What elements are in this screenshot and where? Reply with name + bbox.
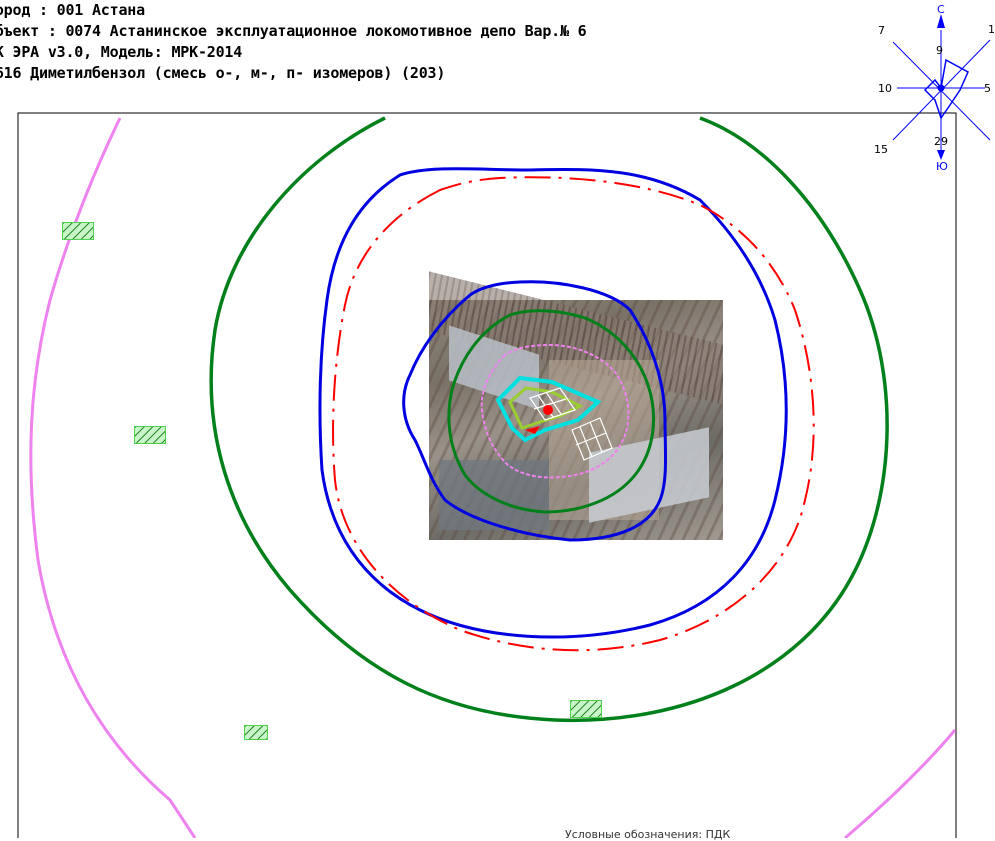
contour-cyan xyxy=(495,375,602,443)
software-label: ПК ЭРА v3.0, Модель: МРК-2014 xyxy=(0,43,243,61)
wind-rose xyxy=(892,14,991,160)
rose-label-e: 5 xyxy=(984,82,991,95)
city-label: Город : 001 Астана xyxy=(0,1,145,19)
rose-south-label: Ю xyxy=(936,160,948,173)
source-marker-red xyxy=(525,426,540,434)
rose-label-sw: 15 xyxy=(874,143,888,156)
contour-pink-inner xyxy=(480,343,630,479)
rose-label-n: 9 xyxy=(936,44,943,57)
contour-pink-outer-right xyxy=(844,729,957,838)
contour-red-dashed xyxy=(332,176,815,652)
rose-label-ne: 1 xyxy=(988,23,995,36)
substance-label: 0616 Диметилбензол (смесь о-, м-, п- изо… xyxy=(0,64,446,82)
rose-label-nw: 7 xyxy=(878,24,885,37)
map-frame xyxy=(17,112,957,838)
hatch-marker xyxy=(570,700,602,718)
rose-label-w: 10 xyxy=(878,82,892,95)
map-header: Город : 001 Астана Объект : 0074 Астанин… xyxy=(0,0,860,84)
rose-north-label: С xyxy=(937,3,945,16)
rose-label-s: 29 xyxy=(934,135,948,148)
hatch-marker xyxy=(62,222,94,240)
contour-lime xyxy=(508,386,584,430)
legend-caption: Условные обозначения: ПДК xyxy=(565,828,731,841)
contour-blue-large xyxy=(318,167,788,639)
object-label: Объект : 0074 Астанинское эксплуатационн… xyxy=(0,22,587,40)
hatch-marker xyxy=(134,426,166,444)
satellite-photo xyxy=(429,271,723,540)
hatch-marker xyxy=(244,725,268,740)
contour-green-inner xyxy=(447,309,656,514)
contour-blue-inner xyxy=(402,280,668,542)
emission-source xyxy=(543,405,553,415)
contour-pink-outer xyxy=(29,117,197,838)
contour-green-outer xyxy=(209,116,889,723)
